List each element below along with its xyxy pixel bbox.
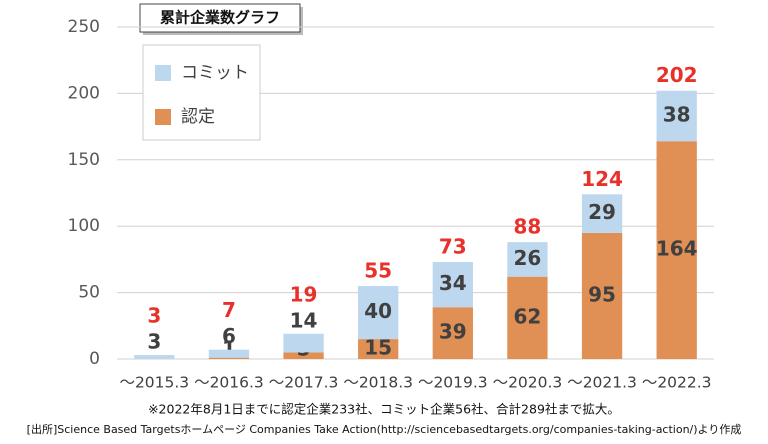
x-tick-label: ～2018.3	[343, 374, 413, 392]
y-tick-label: 150	[68, 150, 100, 170]
data-label: 3	[147, 330, 161, 354]
bar-segment	[656, 90, 697, 142]
bar-segment	[134, 355, 175, 359]
legend-swatch	[155, 109, 171, 125]
data-label: 62	[514, 304, 542, 328]
total-label: 3	[147, 304, 161, 328]
bar-segment	[283, 333, 324, 353]
total-label: 202	[656, 63, 698, 87]
total-label: 88	[514, 215, 542, 239]
y-tick-label: 0	[89, 349, 100, 369]
data-label: 34	[439, 271, 467, 295]
data-label: 26	[514, 246, 542, 270]
x-tick-label: ～2015.3	[119, 374, 189, 392]
data-label: 15	[364, 336, 392, 360]
y-tick-label: 100	[68, 216, 100, 236]
bar-segment	[432, 262, 473, 308]
bar-segment	[432, 307, 473, 359]
total-label: 73	[439, 235, 467, 259]
x-tick-label: ～2019.3	[418, 374, 488, 392]
data-label: 39	[439, 320, 467, 344]
data-label: 38	[663, 102, 691, 126]
bar-segment	[208, 357, 250, 359]
bar-segment	[208, 349, 250, 358]
bar-segment	[507, 276, 548, 359]
legend-label: 認定	[181, 107, 215, 127]
bar-segment	[656, 141, 697, 359]
bar-segment	[358, 339, 399, 359]
total-label: 19	[290, 282, 318, 306]
legend-swatch	[155, 65, 171, 81]
x-tick-label: ～2021.3	[567, 374, 637, 392]
x-tick-label: ～2022.3	[642, 374, 712, 392]
bar-segment	[507, 242, 548, 277]
data-label: 164	[656, 237, 698, 261]
bar-segment	[581, 232, 623, 359]
data-label: 95	[588, 282, 616, 306]
data-label: 6	[222, 324, 236, 348]
legend-label: コミット	[181, 63, 249, 83]
data-label: 40	[364, 299, 392, 323]
data-label: 14	[290, 308, 318, 332]
bar-segment	[283, 352, 324, 359]
note: ※2022年8月1日までに認定企業233社、コミット企業56社、合計289社まで…	[148, 402, 620, 417]
total-label: 55	[364, 258, 392, 282]
y-tick-label: 200	[68, 83, 100, 103]
x-tick-label: ～2017.3	[269, 374, 339, 392]
total-label: 7	[222, 298, 236, 322]
data-label: 29	[588, 200, 616, 224]
chart-title: 累計企業数グラフ	[160, 9, 280, 27]
x-tick-label: ～2016.3	[194, 374, 264, 392]
y-tick-label: 250	[68, 17, 100, 37]
bar-segment	[581, 194, 623, 233]
total-label: 124	[581, 167, 623, 191]
source: [出所]Science Based Targetsホームページ Companie…	[27, 422, 742, 436]
x-tick-label: ～2020.3	[493, 374, 563, 392]
y-tick-label: 50	[78, 283, 100, 303]
bar-segment	[358, 285, 399, 340]
